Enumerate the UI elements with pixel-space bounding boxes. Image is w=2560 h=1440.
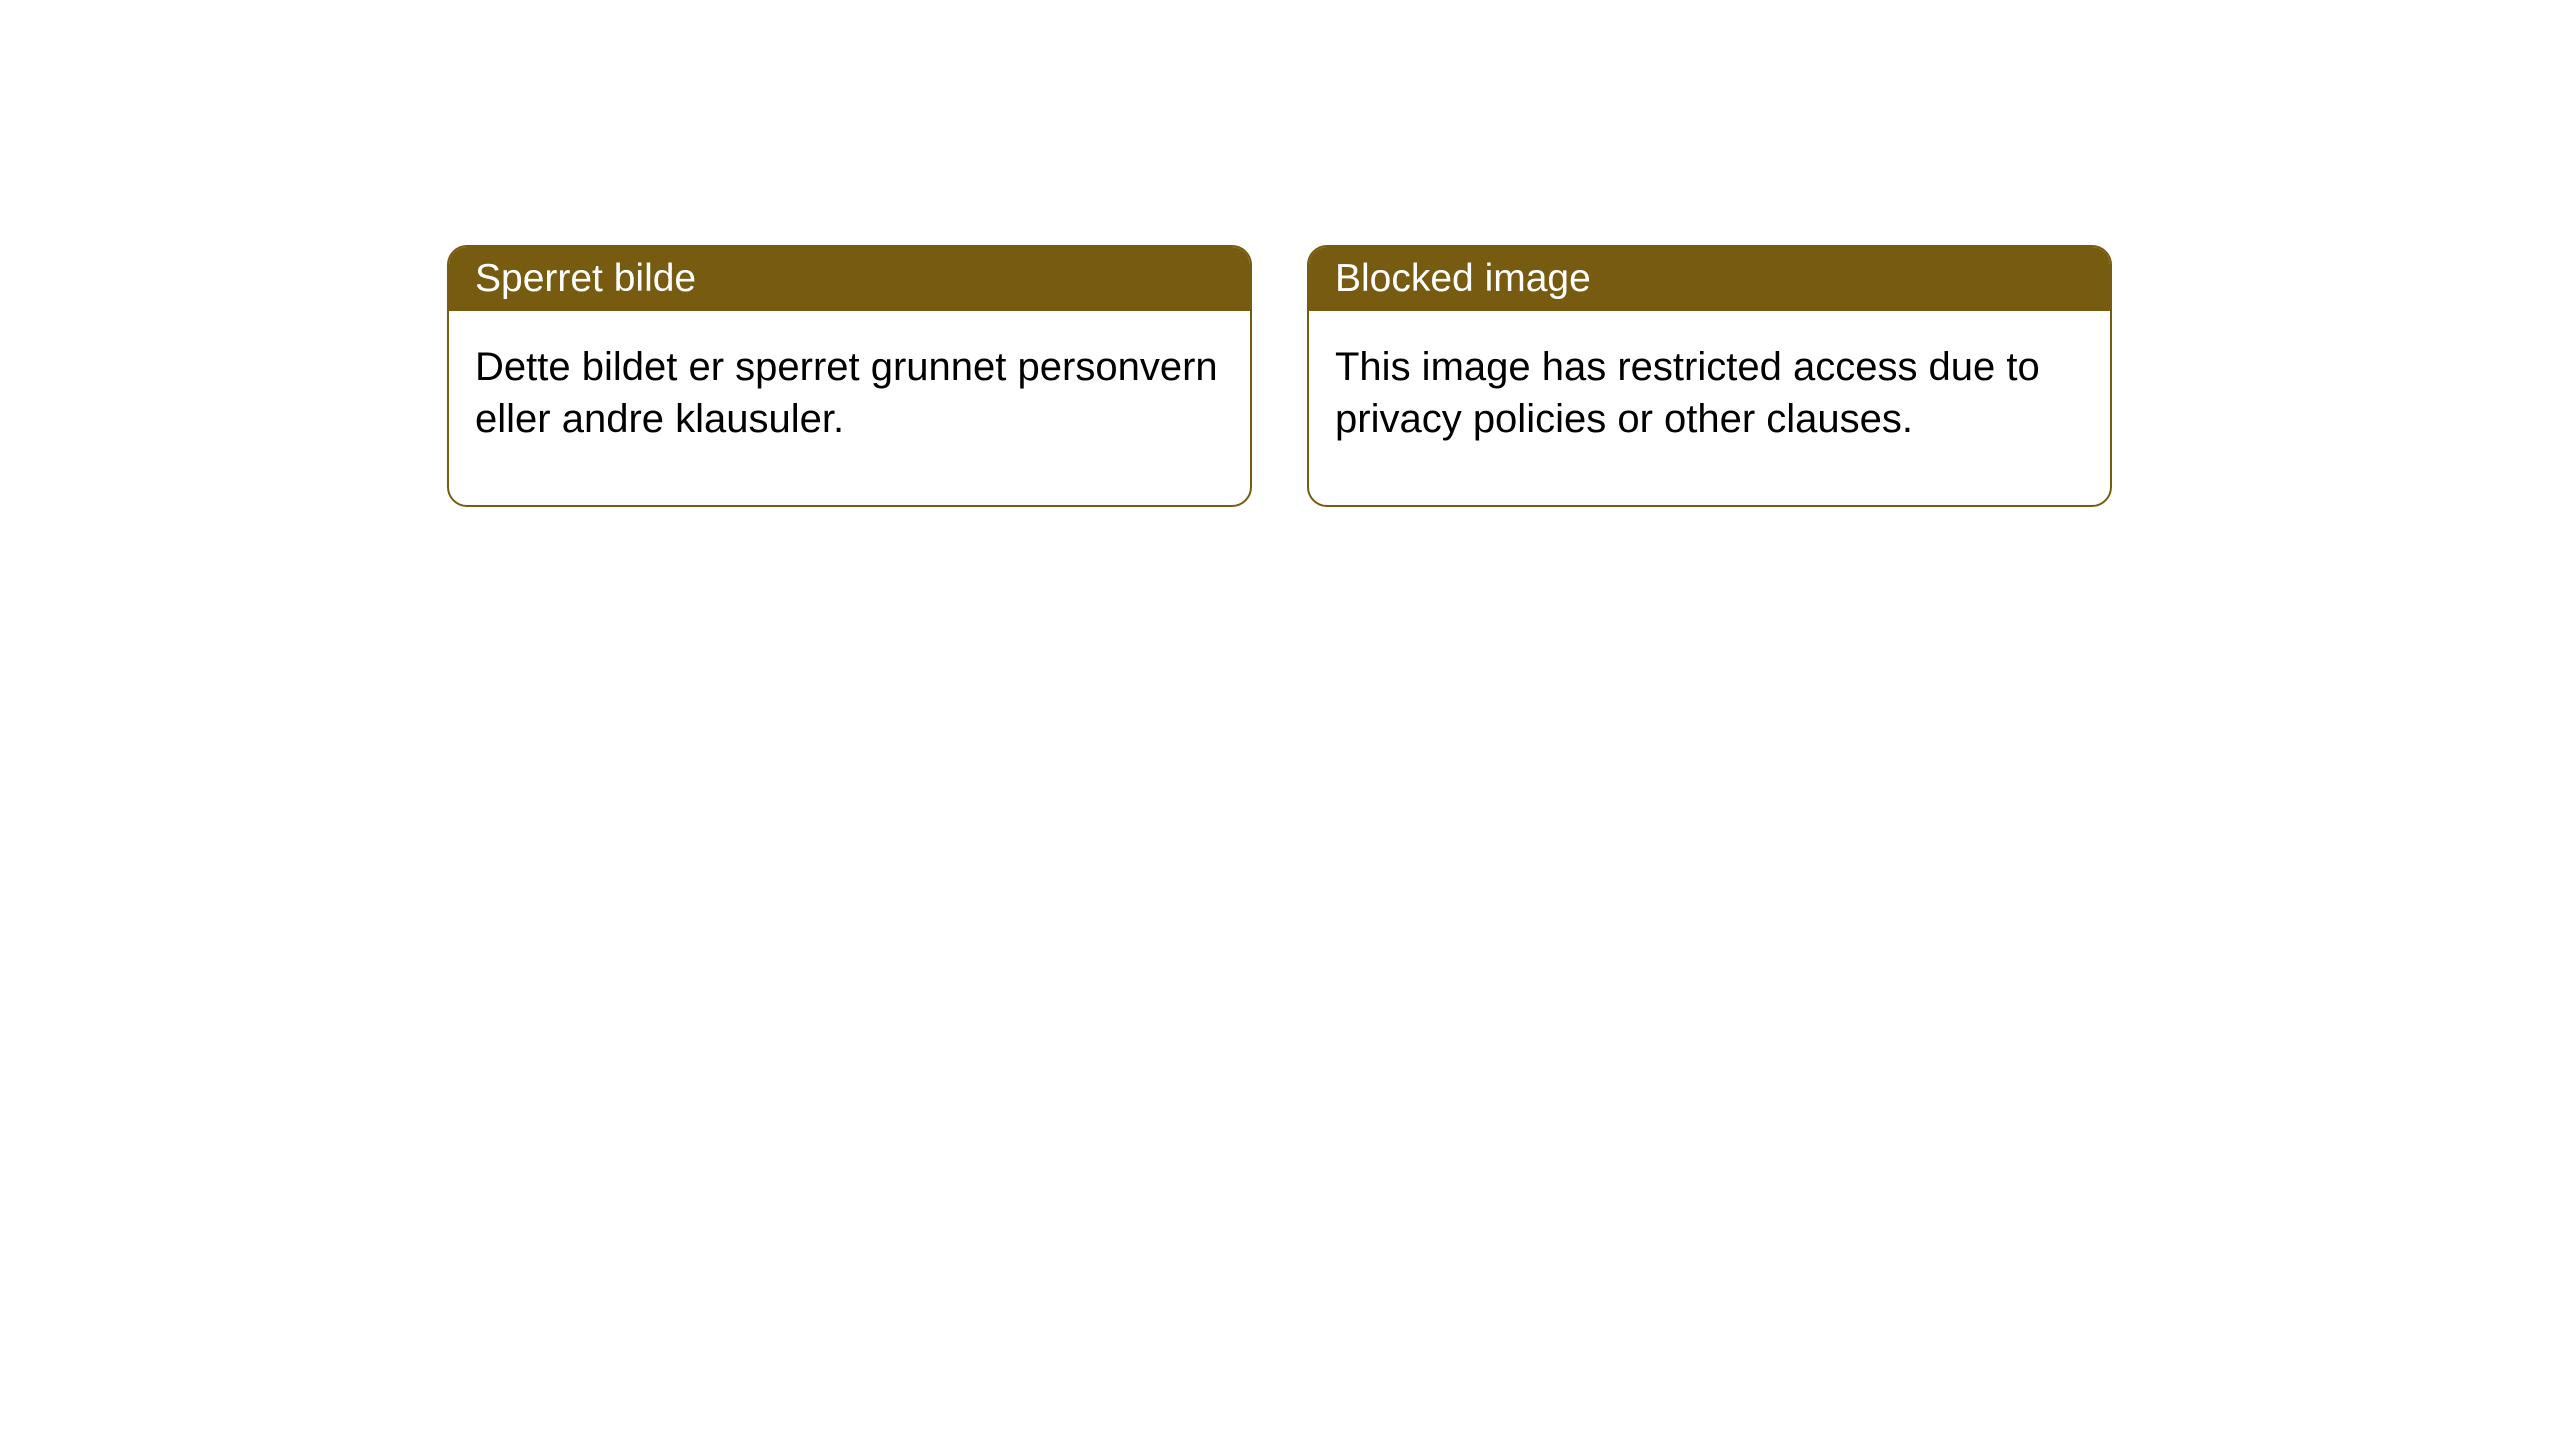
notice-body: Dette bildet er sperret grunnet personve… [449,311,1250,505]
notice-title: Blocked image [1309,247,2110,311]
notice-title: Sperret bilde [449,247,1250,311]
notice-cards-container: Sperret bilde Dette bildet er sperret gr… [0,0,2560,507]
notice-card-english: Blocked image This image has restricted … [1307,245,2112,507]
notice-card-norwegian: Sperret bilde Dette bildet er sperret gr… [447,245,1252,507]
notice-body: This image has restricted access due to … [1309,311,2110,505]
